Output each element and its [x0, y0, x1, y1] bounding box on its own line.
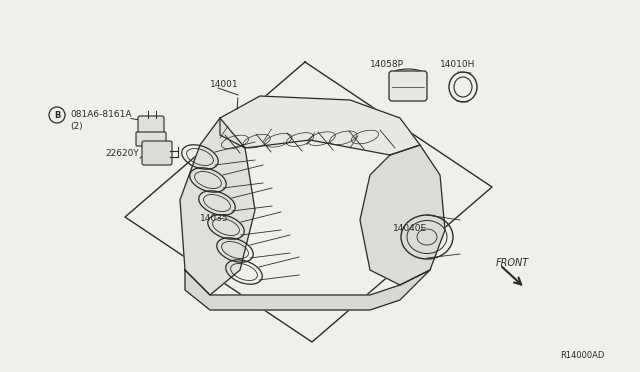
FancyBboxPatch shape: [389, 71, 427, 101]
Text: 14035: 14035: [200, 214, 228, 222]
Text: 14010H: 14010H: [440, 60, 476, 68]
Text: FRONT: FRONT: [496, 258, 529, 268]
FancyBboxPatch shape: [142, 141, 172, 165]
FancyBboxPatch shape: [136, 132, 166, 146]
Text: 081A6-8161A: 081A6-8161A: [70, 109, 131, 119]
Polygon shape: [360, 145, 445, 285]
Polygon shape: [185, 270, 430, 310]
Polygon shape: [220, 96, 420, 155]
Text: 14001: 14001: [210, 80, 239, 89]
Text: (2): (2): [70, 122, 83, 131]
Text: B: B: [54, 110, 60, 119]
Text: 14040E: 14040E: [393, 224, 427, 232]
Text: 22620Y: 22620Y: [105, 148, 139, 157]
Polygon shape: [180, 118, 255, 295]
FancyBboxPatch shape: [138, 116, 164, 138]
Text: 14058P: 14058P: [370, 60, 404, 68]
Text: R14000AD: R14000AD: [560, 350, 604, 359]
